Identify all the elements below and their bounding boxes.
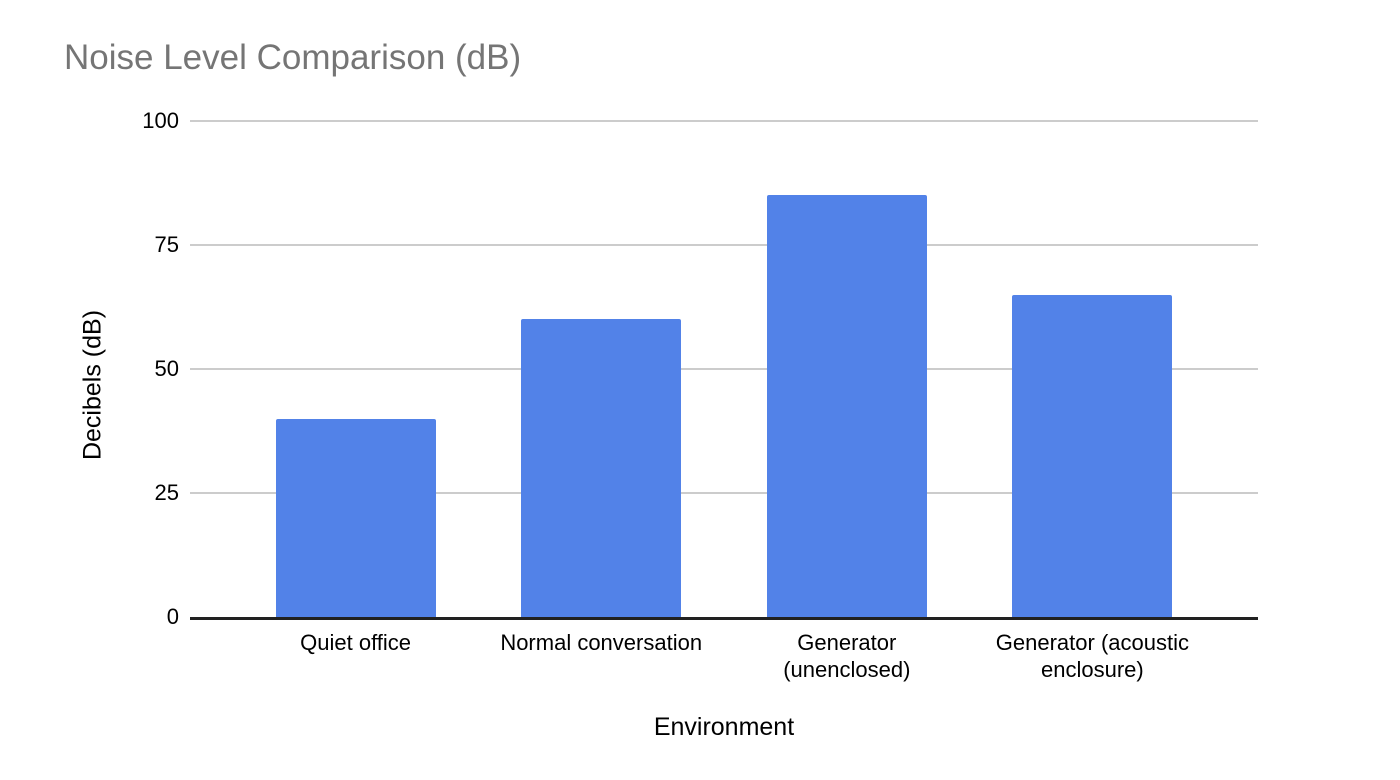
gridline-75: [190, 244, 1258, 246]
gridline-50: [190, 368, 1258, 370]
bars-layer: [190, 121, 1258, 617]
gridline-25: [190, 492, 1258, 494]
bar-normal-conversation: [521, 319, 682, 617]
y-tick-label-75: 75: [154, 232, 179, 257]
bar-quiet-office: [275, 418, 436, 617]
x-category-label-normal-conversation: Normal conversation: [500, 630, 703, 655]
bar-generator-acoustic-enclosure: [1012, 294, 1173, 617]
x-category-label-generator-acoustic-enclosure: Generator (acoustic enclosure): [995, 630, 1189, 682]
x-category-label-generator-unenclosed: Generator (unenclosed): [783, 630, 911, 682]
y-tick-label-25: 25: [154, 480, 179, 505]
bar-generator-unenclosed: [766, 195, 927, 617]
gridline-100: [190, 120, 1258, 122]
chart-title: Noise Level Comparison (dB): [64, 38, 522, 77]
y-axis-title: Decibels (dB): [78, 309, 107, 461]
y-tick-label-0: 0: [166, 604, 179, 629]
y-tick-label-50: 50: [154, 356, 179, 381]
x-category-label-quiet-office: Quiet office: [300, 630, 412, 655]
y-tick-label-100: 100: [142, 108, 179, 133]
x-axis-title: Environment: [653, 713, 795, 741]
plot-area: [190, 120, 1258, 620]
